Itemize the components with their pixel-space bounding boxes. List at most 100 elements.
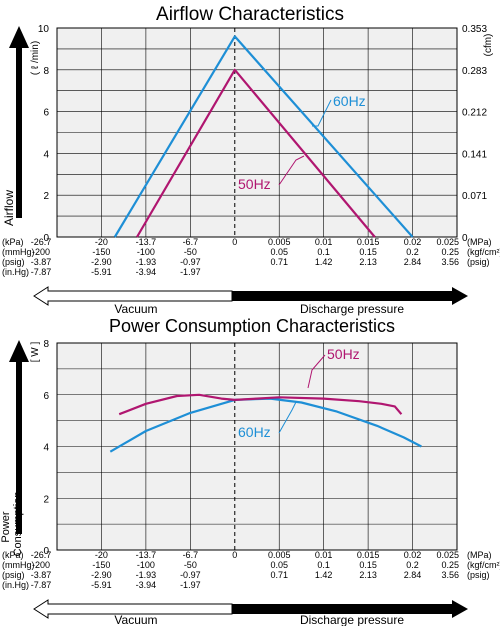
airflow-ytick-right: 0.141: [462, 149, 487, 160]
airflow-xtick-mmhg: -100: [137, 247, 155, 257]
airflow-unit-left-inhg: (in.Hg): [2, 267, 29, 277]
power-unit-left-kpa: (kPa): [2, 550, 24, 560]
airflow-ytick: 0: [43, 233, 49, 244]
airflow-xtick-inhg: -3.94: [136, 267, 157, 277]
power-xtick-kpa: -13.7: [136, 550, 157, 560]
airflow-series-60hz: [113, 35, 414, 238]
airflow-xtick-psig: 0.71: [270, 257, 288, 267]
power-xtick-psig: -1.93: [136, 570, 157, 580]
airflow-unit-right-psig: (psig): [467, 257, 490, 267]
airflow-ytick-right: 0.353: [462, 24, 487, 35]
airflow-ytick: 2: [43, 191, 49, 202]
power-ytick: 8: [43, 339, 49, 350]
airflow-xtick-psig: -1.93: [136, 257, 157, 267]
power-xtick-kpa: 0.015: [357, 550, 380, 560]
power-series-50hz: [118, 393, 403, 416]
power-xtick-psig: 2.13: [359, 570, 377, 580]
airflow-xtick-kpa: 0: [232, 237, 237, 247]
airflow-region-bar: Vacuum Discharge pressure: [33, 286, 468, 316]
airflow-unit-right-mmhg: (kgf/cm²): [467, 247, 500, 257]
airflow-y-unit-right: (cfm): [483, 34, 494, 57]
power-xtick-inhg: -7.87: [31, 580, 52, 590]
power-xtick-psig: 1.42: [315, 570, 333, 580]
power-xtick-psig: 0.71: [270, 570, 288, 580]
power-xtick-mmhg: -100: [137, 560, 155, 570]
airflow-xtick-psig: 3.56: [441, 257, 459, 267]
airflow-xtick-mmhg: 0.25: [441, 247, 459, 257]
airflow-ytick: 6: [43, 108, 49, 119]
airflow-xtick-mmhg: -150: [92, 247, 110, 257]
airflow-ytick-right: 0.071: [462, 191, 487, 202]
airflow-xtick-kpa: 0.02: [404, 237, 422, 247]
airflow-unit-left-mmhg: (mmHg): [2, 247, 35, 257]
power-xtick-psig: 2.84: [404, 570, 422, 580]
power-xtick-mmhg: 0.2: [406, 560, 419, 570]
airflow-xtick-kpa: 0.025: [436, 237, 459, 247]
airflow-xtick-psig: 1.42: [315, 257, 333, 267]
power-legend-60hz: 60Hz: [238, 424, 271, 440]
airflow-plot: 0 2 4 6 8 10 0 0.071 0.141 0.212 0.283 0.353 60Hz 50H…: [38, 24, 488, 244]
airflow-xtick-kpa: -20: [95, 237, 108, 247]
power-xtick-inhg: -5.91: [91, 580, 112, 590]
power-unit-right-kpa: (MPa): [467, 550, 492, 560]
power-unit-left-mmhg: (mmHg): [2, 560, 35, 570]
power-discharge-label: Discharge pressure: [300, 613, 404, 626]
airflow-xtick-psig: 2.84: [404, 257, 422, 267]
power-ytick: 2: [43, 494, 49, 505]
airflow-xtick-mmhg: 0.15: [359, 247, 377, 257]
airflow-ytick-right: 0.283: [462, 66, 487, 77]
power-xtick-psig: -3.87: [31, 570, 52, 580]
power-legend-50hz: 50Hz: [327, 346, 360, 362]
airflow-x-axis: (kPa) -26.7 -20 -13.7 -6.7 0 0.005 0.01 0.015 0.0…: [2, 237, 500, 277]
airflow-y-arrow: [9, 26, 29, 218]
airflow-unit-left-kpa: (kPa): [2, 237, 24, 247]
power-xtick-kpa: 0.005: [268, 550, 291, 560]
airflow-xtick-mmhg: 0.2: [406, 247, 419, 257]
power-xtick-kpa: 0: [232, 550, 237, 560]
power-y-arrow: [9, 340, 29, 534]
power-xtick-psig: 3.56: [441, 570, 459, 580]
power-xtick-mmhg: 0.05: [270, 560, 288, 570]
airflow-xtick-psig: -0.97: [180, 257, 201, 267]
airflow-discharge-label: Discharge pressure: [300, 302, 404, 316]
power-xtick-inhg: -1.97: [180, 580, 201, 590]
airflow-xtick-kpa: 0.015: [357, 237, 380, 247]
power-ytick: 6: [43, 391, 49, 402]
power-xtick-kpa: -20: [95, 550, 108, 560]
airflow-xtick-kpa: -13.7: [136, 237, 157, 247]
power-xtick-mmhg: -50: [184, 560, 197, 570]
power-xtick-mmhg: 0.25: [441, 560, 459, 570]
power-title: Power Consumption Characteristics: [109, 316, 395, 336]
airflow-ytick: 8: [43, 66, 49, 77]
airflow-series-50hz: [136, 68, 376, 238]
airflow-y-unit: ( ℓ /min): [30, 41, 41, 75]
power-x-axis: (kPa) -26.7 -20 -13.7 -6.7 0 0.005 0.01 0.015 0.0…: [2, 550, 500, 590]
airflow-xtick-kpa: 0.005: [268, 237, 291, 247]
power-unit-left-psig: (psig): [2, 570, 25, 580]
power-xtick-kpa: 0.01: [315, 550, 333, 560]
airflow-unit-left-psig: (psig): [2, 257, 25, 267]
power-xtick-mmhg: -150: [92, 560, 110, 570]
power-y-label-line2: Consumption: [12, 492, 24, 557]
power-50hz-leader: [307, 354, 326, 389]
power-ytick: 0: [43, 546, 49, 557]
power-vacuum-label: Vacuum: [114, 613, 157, 626]
airflow-xtick-inhg: -5.91: [91, 267, 112, 277]
airflow-xtick-inhg: -7.87: [31, 267, 52, 277]
power-plot: 0 2 4 6 8 60Hz 50Hz: [43, 339, 458, 557]
power-60hz-leader: [278, 401, 297, 434]
power-unit-left-inhg: (in.Hg): [2, 580, 29, 590]
power-xtick-mmhg: 0.1: [317, 560, 330, 570]
airflow-unit-right-kpa: (MPa): [467, 237, 492, 247]
airflow-50hz-leader: [278, 155, 305, 186]
power-y-label-line1: Power: [0, 511, 12, 543]
airflow-xtick-mmhg: 0.1: [317, 247, 330, 257]
power-ytick: 4: [43, 443, 49, 454]
airflow-title: Airflow Characteristics: [156, 4, 344, 25]
airflow-xtick-inhg: -1.97: [180, 267, 201, 277]
airflow-ytick: 4: [43, 149, 49, 160]
power-xtick-kpa: 0.025: [436, 550, 459, 560]
airflow-ytick: 10: [38, 24, 50, 35]
power-xtick-kpa: 0.02: [404, 550, 422, 560]
